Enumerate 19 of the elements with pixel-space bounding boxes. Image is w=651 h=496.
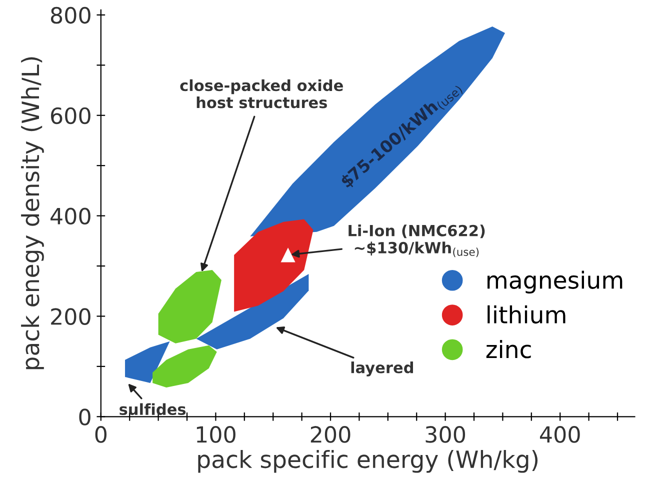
annotation: close-packed oxide host structures [180, 79, 343, 108]
y-tick-label: 200 [51, 308, 90, 325]
x-tick-label: 0 [95, 426, 106, 443]
legend-label: magnesium [488, 270, 622, 294]
legend-label: lithium [488, 305, 566, 324]
x-axis-title: pack specific energy (Wh/kg) [198, 450, 538, 473]
annotation: Li-Ion (NMC622) ~$130/kWh$_{(use)}$ [348, 224, 485, 258]
y-tick-label: 400 [50, 208, 90, 225]
annotation: sulfides [120, 403, 186, 416]
annotation: layered [351, 361, 413, 376]
x-tick-label: 400 [540, 426, 580, 443]
x-tick-label: 300 [426, 426, 466, 443]
legend-label: zinc [486, 340, 531, 358]
y-tick-label: 600 [51, 107, 90, 124]
y-tick-label: 800 [50, 6, 90, 24]
x-tick-label: 200 [310, 426, 350, 443]
y-axis-title: pack enegy density (Wh/L) [21, 57, 44, 370]
x-tick-label: 100 [196, 426, 236, 443]
y-tick-label: 0 [79, 408, 90, 426]
